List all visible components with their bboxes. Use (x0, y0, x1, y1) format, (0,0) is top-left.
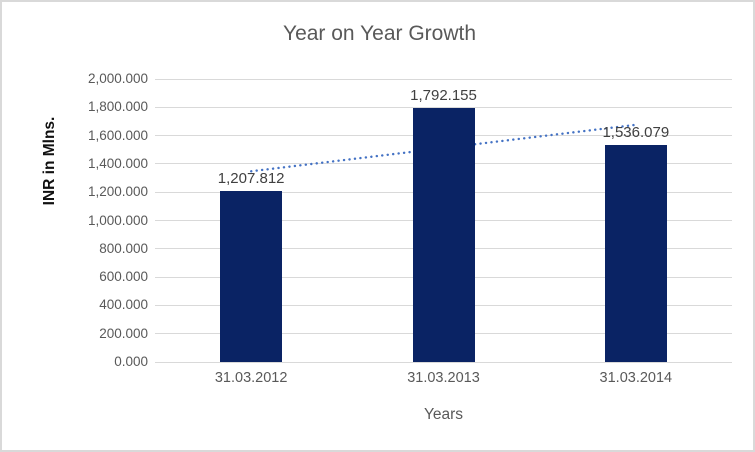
plot-area: 1,207.812 1,792.155 1,536.079 (155, 78, 732, 363)
gridline (155, 78, 732, 80)
chart-title: Year on Year Growth (282, 22, 477, 45)
y-axis-tick-label: 1,600.000 (87, 127, 148, 143)
y-axis-tick-label: 800.000 (99, 240, 148, 256)
y-axis-tick-label: 400.000 (99, 297, 148, 313)
bar-data-label: 1,536.079 (602, 123, 670, 141)
y-axis-tick-label: 0.000 (114, 354, 148, 369)
bar (220, 191, 283, 362)
y-axis-tick-label: 1,000.000 (87, 212, 148, 228)
bar (604, 144, 667, 362)
x-axis-tick-label: 31.03.2012 (214, 370, 288, 386)
gridline (155, 106, 732, 108)
y-axis-tick-label: 600.000 (99, 269, 148, 285)
y-axis-tick-label: 200.000 (99, 325, 148, 341)
y-axis-tick-label: 1,800.000 (87, 99, 148, 115)
y-axis-tick-label: 2,000.000 (87, 71, 148, 86)
x-axis-tick-label: 31.03.2014 (599, 370, 673, 386)
gridline (155, 361, 732, 363)
x-axis-tick-label: 31.03.2013 (407, 370, 480, 386)
bar (412, 108, 475, 362)
y-axis-tick-label: 1,400.000 (87, 155, 148, 171)
bar-data-label: 1,207.812 (217, 170, 285, 188)
x-axis-title: Years (423, 406, 464, 423)
y-axis-tick-label: 1,200.000 (87, 184, 148, 200)
bar-data-label: 1,792.155 (410, 87, 477, 105)
